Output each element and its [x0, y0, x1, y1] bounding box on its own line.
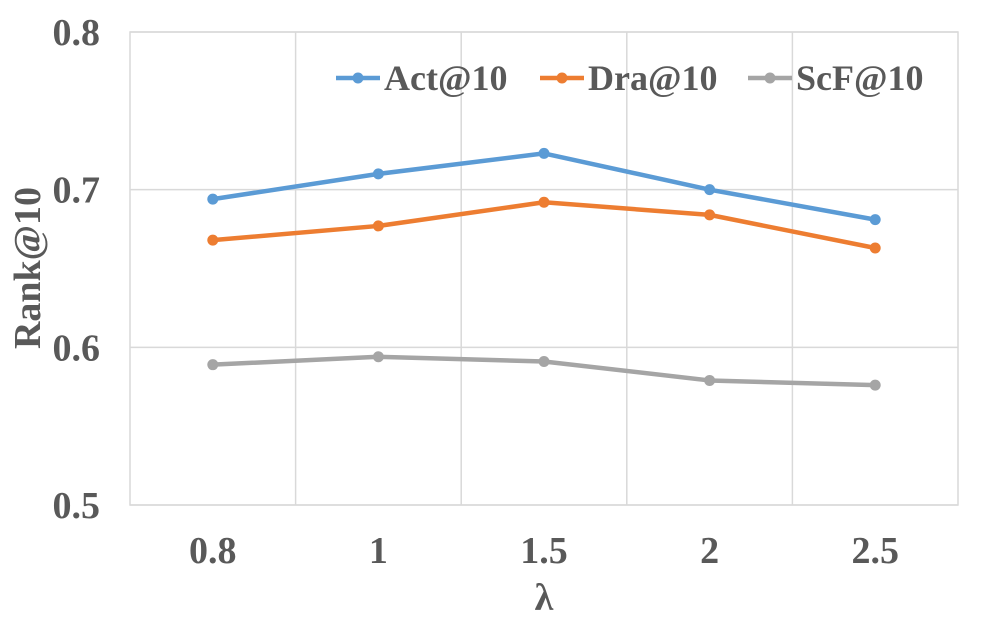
series-act-10: [207, 147, 881, 226]
legend-swatch-marker: [352, 72, 364, 84]
series-dra-10: [207, 196, 881, 254]
legend-swatch-marker: [556, 72, 568, 84]
series-lines: [207, 147, 881, 391]
data-point: [538, 356, 550, 368]
data-point: [207, 359, 219, 371]
data-point: [869, 214, 881, 226]
data-point: [372, 220, 384, 232]
legend-item: Dra@10: [540, 58, 717, 98]
series-line: [210, 200, 878, 251]
data-point: [538, 147, 550, 159]
plot-area-border: [129, 31, 959, 506]
data-point: [869, 242, 881, 254]
x-tick-label: 2: [700, 530, 719, 572]
data-point: [207, 193, 219, 205]
y-tick-label: 0.8: [53, 12, 101, 54]
legend: Act@10 Dra@10 ScF@10: [336, 58, 923, 98]
y-tick-label: 0.6: [53, 327, 101, 369]
y-tick-label: 0.5: [53, 485, 101, 527]
gridlines: [130, 31, 958, 506]
x-tick-label: 1.5: [520, 530, 568, 572]
x-tick-label: 2.5: [851, 530, 899, 572]
data-point: [372, 168, 384, 180]
y-tick-labels: 0.5 0.6 0.7 0.8: [53, 12, 101, 527]
x-tick-labels: 0.8 1 1.5 2 2.5: [189, 530, 899, 572]
data-point: [207, 234, 219, 246]
legend-label: ScF@10: [796, 58, 923, 98]
legend-swatch-marker: [764, 72, 776, 84]
legend-item: Act@10: [336, 58, 507, 98]
x-tick-label: 1: [369, 530, 388, 572]
y-tick-label: 0.7: [53, 170, 101, 212]
data-point: [372, 351, 384, 363]
data-point: [704, 184, 716, 196]
y-axis-title: Rank@10: [7, 187, 49, 349]
legend-label: Act@10: [384, 58, 507, 98]
legend-item: ScF@10: [748, 58, 923, 98]
series-scf-10: [207, 351, 881, 391]
x-axis-title: λ: [535, 577, 554, 619]
x-tick-label: 0.8: [189, 530, 237, 572]
data-point: [704, 209, 716, 221]
data-point: [869, 379, 881, 391]
legend-label: Dra@10: [588, 58, 717, 98]
data-point: [704, 374, 716, 386]
data-point: [538, 196, 550, 208]
series-line: [210, 151, 878, 222]
